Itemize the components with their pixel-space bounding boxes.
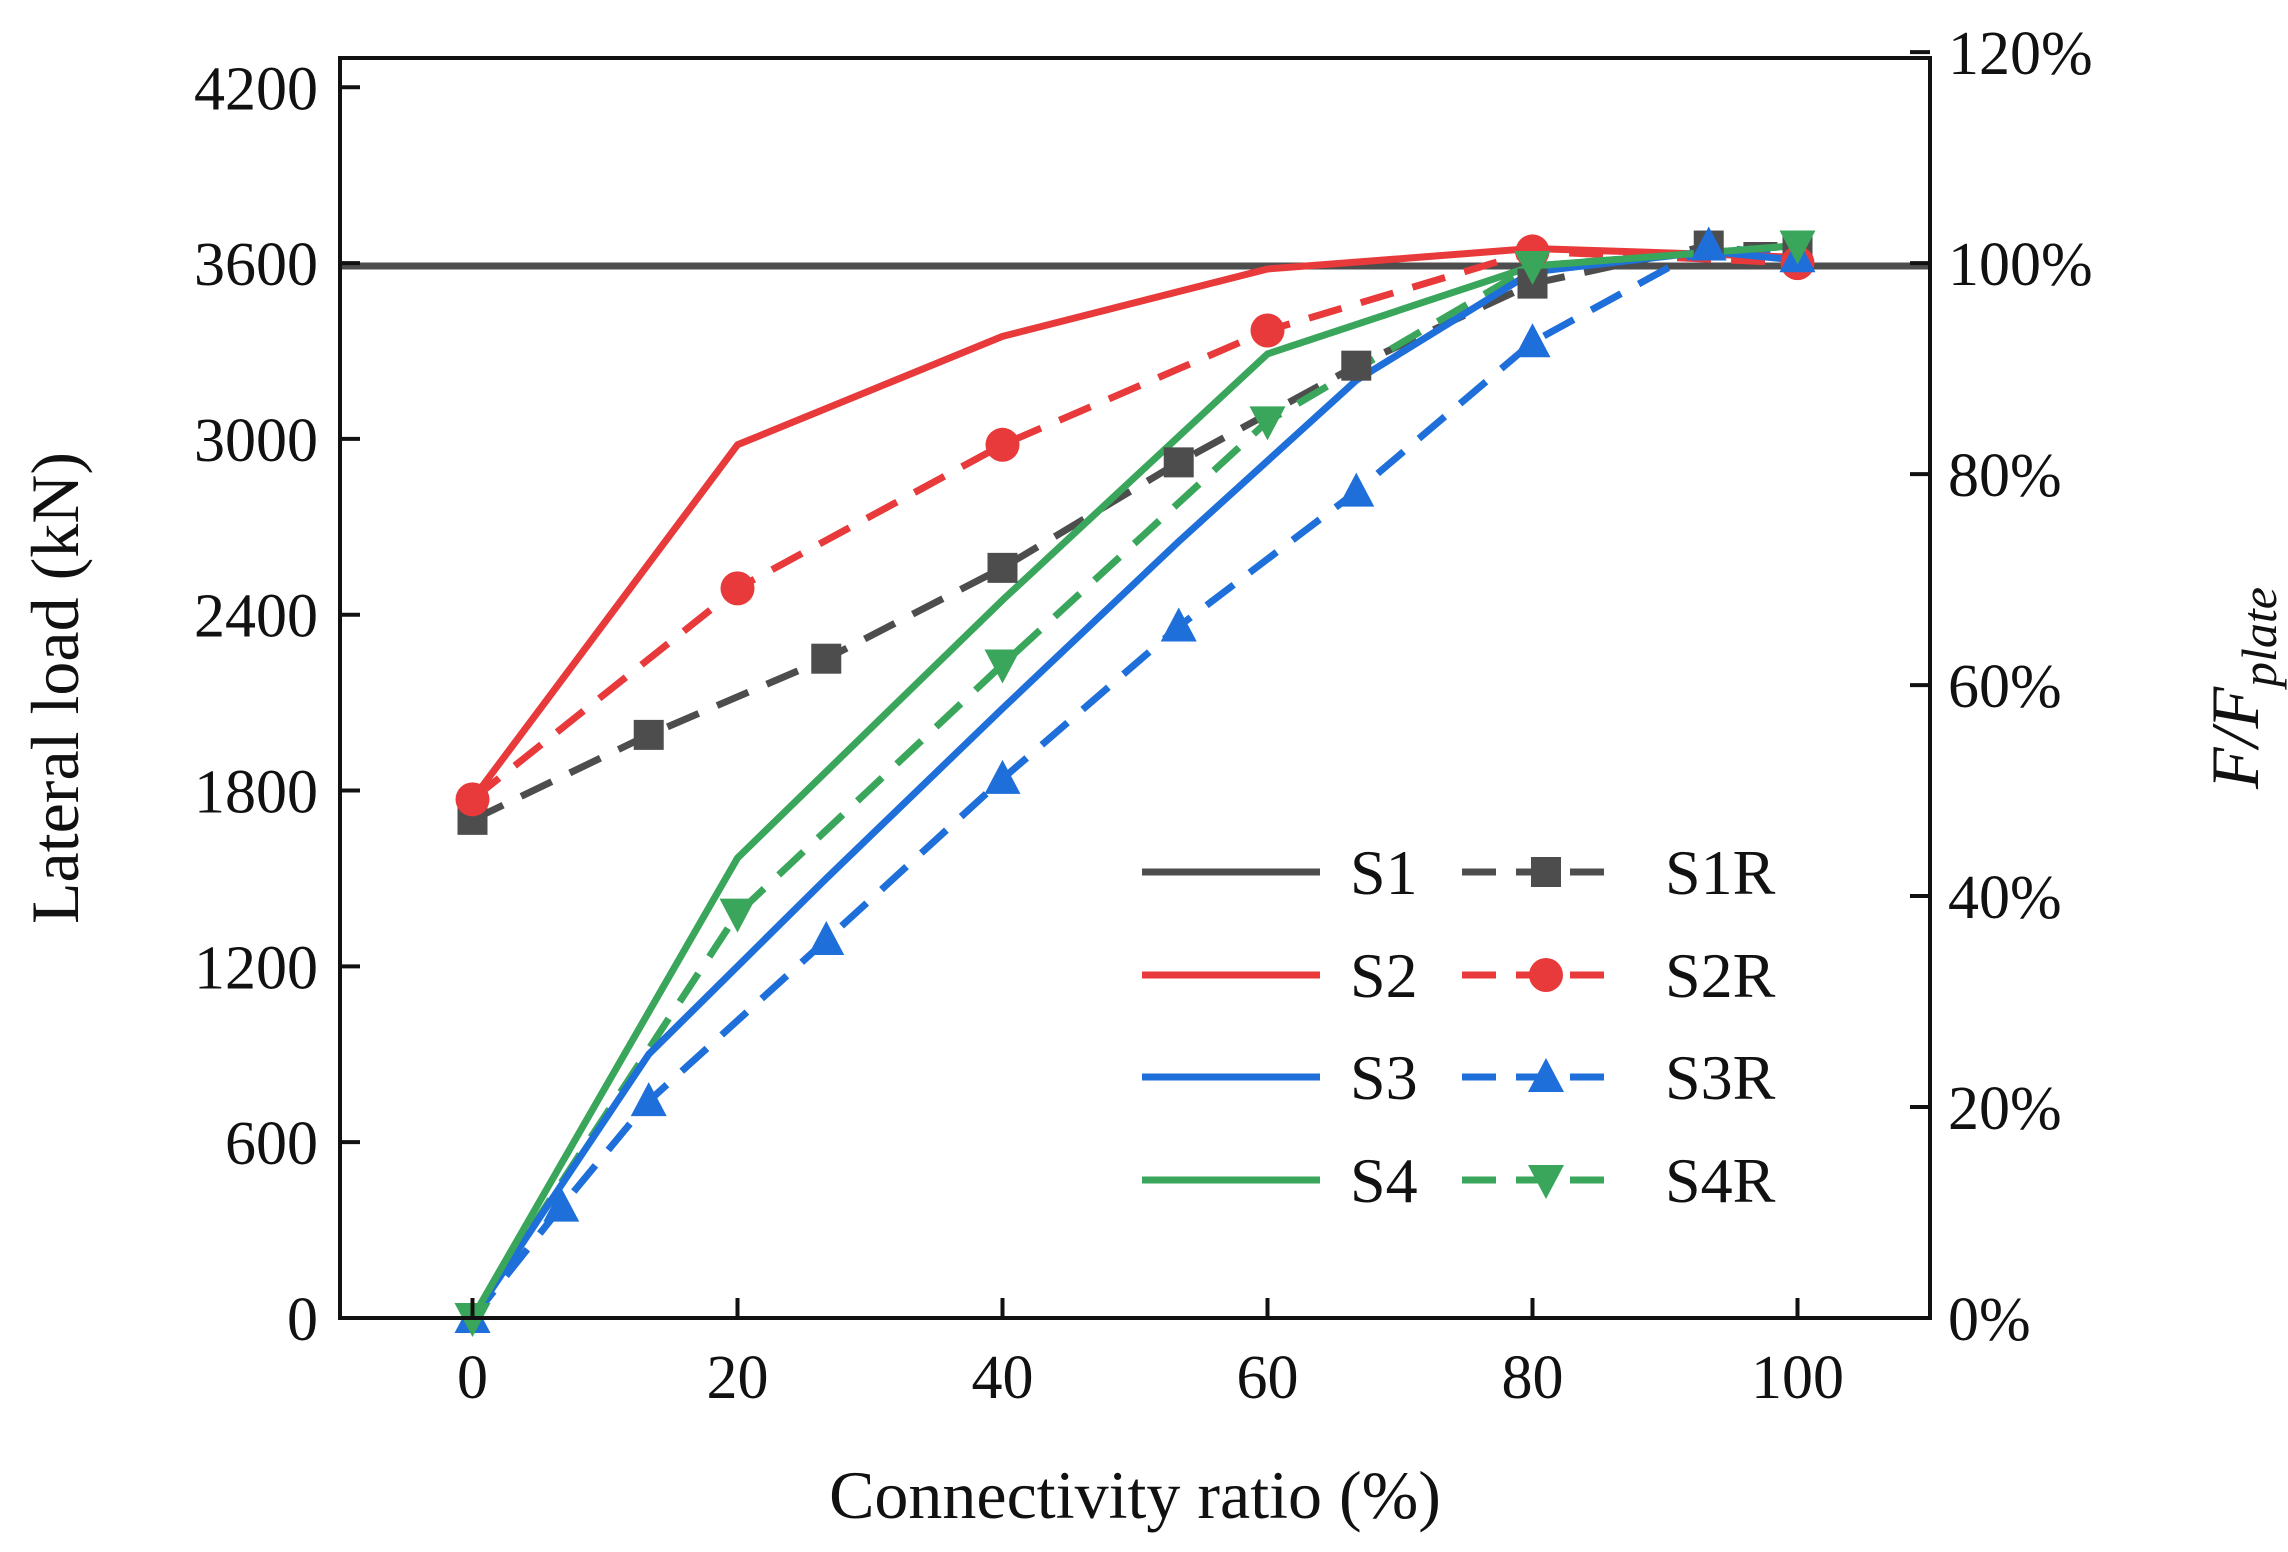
legend-marker-s2r <box>1529 958 1563 992</box>
data-point-s3r <box>1160 607 1197 642</box>
y-tick-label: 0 <box>287 1286 318 1354</box>
x-tick-label: 40 <box>972 1344 1034 1412</box>
data-point-s2r <box>455 782 490 817</box>
y2-tick-label: 80% <box>1948 442 2062 510</box>
data-point-s2r <box>1250 313 1285 348</box>
series-line-s4r <box>469 242 1798 1318</box>
x-tick-label: 100 <box>1751 1344 1844 1412</box>
data-point-s4r <box>984 649 1021 684</box>
y2-axis-title-main: F/F <box>2197 686 2273 790</box>
y2-tick-label: 20% <box>1948 1075 2062 1143</box>
y2-tick-label: 120% <box>1948 20 2093 88</box>
legend-marker-s1r <box>1531 857 1561 887</box>
x-tick-label: 60 <box>1237 1344 1299 1412</box>
data-point-s4r <box>719 898 756 933</box>
legend: S1 S2 S3 S4 S1R S2R S3R S4R <box>1142 837 1776 1216</box>
x-tick-label: 20 <box>707 1344 769 1412</box>
series-line-s3 <box>469 247 1798 1318</box>
legend-label-s2r: S2R <box>1665 940 1776 1011</box>
legend-label-s1: S1 <box>1350 837 1418 908</box>
data-point-s1r <box>1341 350 1372 381</box>
axis-layer: 0 20 40 60 80 100 0 600 1200 1800 2400 3000 3600 4200… <box>194 20 2093 1412</box>
y2-tick-label: 60% <box>1948 653 2062 721</box>
y-tick-label: 4200 <box>194 55 318 123</box>
series-layer <box>340 242 1930 1318</box>
legend-label-s4: S4 <box>1350 1145 1418 1216</box>
y-tick-label: 1200 <box>194 934 318 1002</box>
data-point-s3r <box>808 921 845 955</box>
y2-axis-title-sub: plate <box>2231 587 2287 690</box>
series-line-s2r <box>470 247 1798 803</box>
data-point-s3r <box>984 759 1021 794</box>
y-tick-label: 2400 <box>194 583 318 651</box>
data-point-s4r <box>1779 230 1816 265</box>
y-tick-label: 3600 <box>194 231 318 299</box>
data-point-s3r <box>543 1187 580 1222</box>
legend-label-s3r: S3R <box>1665 1042 1776 1113</box>
legend-marker-s4r <box>1528 1165 1564 1199</box>
y2-axis-title: F/Fplate <box>2197 587 2287 790</box>
legend-label-s4r: S4R <box>1665 1145 1776 1216</box>
data-point-s4r <box>1249 406 1286 441</box>
legend-marker-s3r <box>1528 1058 1564 1092</box>
x-tick-label: 80 <box>1502 1344 1564 1412</box>
y2-tick-label: 40% <box>1948 864 2062 932</box>
series-line-s4 <box>469 242 1798 1318</box>
y-tick-label: 1800 <box>194 759 318 827</box>
data-point-s3r <box>630 1082 667 1117</box>
plot-frame <box>338 56 1932 1320</box>
data-point-s3r <box>1690 226 1727 261</box>
data-point-s3r <box>1338 472 1375 507</box>
legend-label-s1r: S1R <box>1665 837 1776 908</box>
series-line-s2 <box>469 244 1798 802</box>
data-point-s1r <box>1163 447 1194 478</box>
y2-tick-label: 100% <box>1948 231 2093 299</box>
x-tick-label: 0 <box>457 1344 488 1412</box>
data-point-s1r <box>987 552 1018 583</box>
y2-tick-label: 0% <box>1948 1286 2031 1354</box>
x-axis-title: Connectivity ratio (%) <box>829 1457 1441 1533</box>
data-point-s2r <box>985 427 1020 462</box>
data-point-s1r <box>633 719 664 750</box>
y-tick-label: 3000 <box>194 407 318 475</box>
y-tick-label: 600 <box>225 1110 318 1178</box>
legend-label-s3: S3 <box>1350 1042 1418 1113</box>
data-point-s1r <box>811 643 842 674</box>
y-axis-title: Lateral load (kN) <box>17 452 93 924</box>
data-point-s4r <box>1514 251 1551 286</box>
marker-layer <box>454 226 1816 1337</box>
series-line-s3r <box>469 242 1798 1318</box>
data-point-s2r <box>720 571 755 606</box>
data-point-s3r <box>1514 323 1551 358</box>
legend-label-s2: S2 <box>1350 940 1418 1011</box>
